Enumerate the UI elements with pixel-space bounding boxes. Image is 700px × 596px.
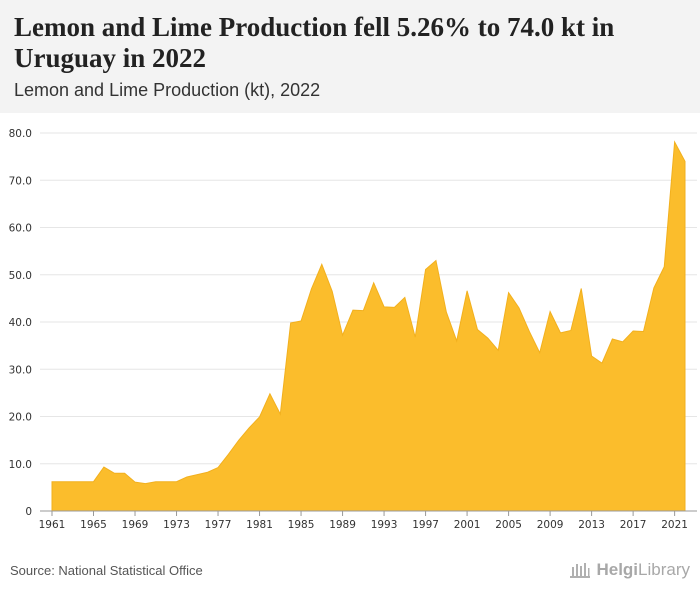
x-tick-label: 1977 bbox=[205, 519, 232, 531]
y-tick-label: 20.0 bbox=[9, 412, 32, 424]
x-tick-label: 2017 bbox=[620, 519, 647, 531]
x-tick-label: 1981 bbox=[246, 519, 273, 531]
x-tick-label: 2005 bbox=[495, 519, 522, 531]
x-tick-label: 1973 bbox=[163, 519, 190, 531]
y-tick-label: 70.0 bbox=[9, 175, 32, 187]
y-tick-label: 50.0 bbox=[9, 270, 32, 282]
x-tick-label: 1997 bbox=[412, 519, 439, 531]
x-tick-label: 2013 bbox=[578, 519, 605, 531]
y-tick-label: 80.0 bbox=[9, 128, 32, 140]
x-tick-label: 2001 bbox=[454, 519, 481, 531]
y-axis-ticks: 0 10.0 20.0 30.0 40.0 50.0 60.0 70.0 80.0 bbox=[9, 128, 32, 518]
brand-name-bold: Helgi bbox=[596, 560, 639, 579]
x-tick-label: 1969 bbox=[122, 519, 149, 531]
brand-name-light: Library bbox=[638, 560, 690, 579]
x-tick-label: 2009 bbox=[537, 519, 564, 531]
x-axis-ticks: 1961 1965 1969 1973 1977 1981 1985 1989 1993 1997… bbox=[39, 511, 688, 531]
y-tick-label: 10.0 bbox=[9, 459, 32, 471]
x-tick-label: 1993 bbox=[371, 519, 398, 531]
x-tick-label: 1989 bbox=[329, 519, 356, 531]
x-tick-label: 1961 bbox=[39, 519, 66, 531]
x-tick-label: 1985 bbox=[288, 519, 315, 531]
library-building-icon bbox=[570, 563, 591, 578]
source-note: Source: National Statistical Office bbox=[10, 563, 203, 578]
y-tick-label: 60.0 bbox=[9, 223, 32, 235]
area-chart: 010.020.030.040.050.060.070.080.0 1961 19… bbox=[9, 128, 697, 531]
y-tick-label: 30.0 bbox=[9, 364, 32, 376]
x-tick-label: 2021 bbox=[661, 519, 688, 531]
x-tick-label: 1965 bbox=[80, 519, 107, 531]
header: Lemon and Lime Production fell 5.26% to … bbox=[0, 0, 700, 113]
brand-logo[interactable]: HelgiLibrary bbox=[569, 560, 690, 580]
y-tick-label: 40.0 bbox=[9, 317, 32, 329]
production-area bbox=[51, 140, 686, 512]
chart-subtitle: Lemon and Lime Production (kt), 2022 bbox=[14, 80, 321, 100]
page-title: Lemon and Lime Production fell 5.26% to … bbox=[14, 12, 615, 73]
y-tick-label: 0 bbox=[25, 506, 32, 518]
